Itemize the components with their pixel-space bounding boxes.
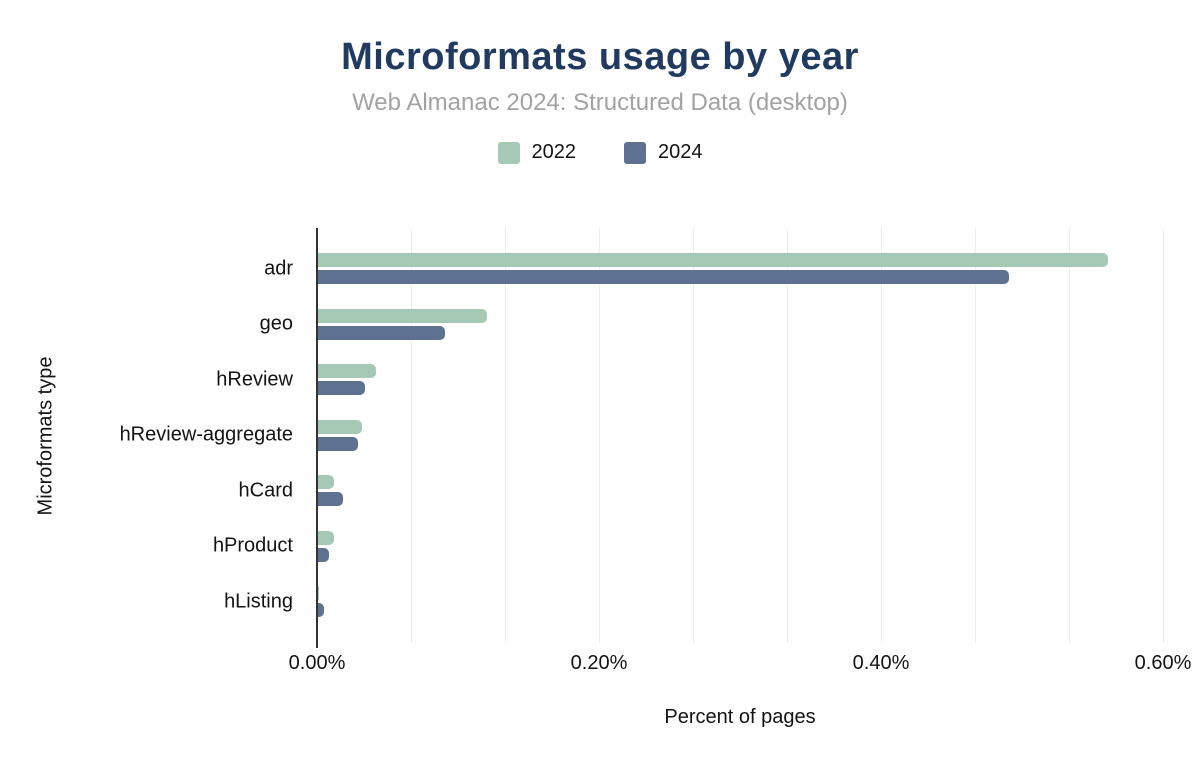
bar-2022-geo — [318, 308, 488, 323]
gridline — [599, 228, 600, 643]
bar-2024-hReview — [318, 381, 365, 395]
y-axis-line — [316, 228, 318, 648]
legend-label-2022: 2022 — [531, 141, 577, 163]
gridline — [881, 228, 882, 643]
x-tick-label: 0.20% — [570, 652, 628, 674]
bar-2024-hListing — [318, 603, 324, 617]
chart-legend: 2022 2024 — [0, 141, 1200, 164]
bar-2022-hReview-aggregate — [318, 419, 362, 434]
gridline — [975, 228, 976, 643]
category-label: hCard — [238, 479, 293, 501]
chart-subtitle: Web Almanac 2024: Structured Data (deskt… — [352, 89, 848, 116]
bar-2022-hReview — [318, 364, 376, 378]
gridline — [693, 228, 694, 643]
legend-swatch-2024 — [624, 141, 646, 164]
gridline — [1069, 228, 1070, 643]
category-label: hProduct — [212, 534, 293, 557]
category-label: hReview-aggregate — [119, 423, 293, 446]
bar-2022-hCard — [318, 475, 334, 489]
category-label: adr — [264, 257, 293, 279]
bar-2022-adr — [318, 253, 1108, 267]
bar-2024-geo — [318, 325, 445, 340]
category-label: hReview — [216, 368, 293, 390]
bar-2024-hReview-aggregate — [318, 436, 358, 451]
category-label: hListing — [224, 590, 293, 612]
category-axis: adr geo hReview hReview-aggregate hCard hProd… — [0, 228, 305, 643]
bar-2024-adr — [318, 270, 1009, 284]
x-tick-label: 0.00% — [288, 652, 346, 674]
bar-2024-hCard — [318, 492, 344, 506]
legend-swatch-2022 — [497, 141, 520, 164]
bar-2022-hProduct — [318, 530, 334, 545]
bar-2022-hListing — [318, 586, 320, 600]
gridline — [787, 228, 788, 643]
bar-2024-hProduct — [318, 547, 330, 562]
gridline — [1163, 228, 1164, 643]
bar-chart-plot-area: Percent of pages 0.00% 0.20% 0.40% 0.60% — [289, 228, 1191, 728]
gridline — [505, 228, 506, 643]
legend-label-2024: 2024 — [658, 141, 703, 163]
legend-item-2024: 2024 — [624, 141, 703, 164]
gridline — [411, 228, 412, 643]
legend-item-2022: 2022 — [497, 141, 577, 164]
category-label: geo — [259, 312, 293, 335]
chart-title: Microformats usage by year — [341, 36, 859, 78]
x-tick-label: 0.60% — [1134, 652, 1192, 674]
x-axis-title: Percent of pages — [664, 706, 816, 728]
x-tick-label: 0.40% — [852, 652, 910, 674]
